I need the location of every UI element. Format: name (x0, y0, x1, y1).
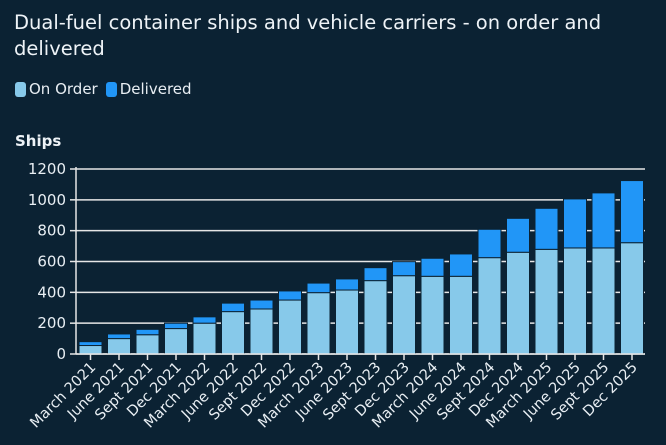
bar-delivered (306, 282, 331, 294)
bar-on-order (420, 275, 445, 355)
legend-label-delivered: Delivered (119, 80, 192, 98)
bar-on-order (278, 299, 302, 355)
bar-on-order (164, 328, 188, 355)
bar-on-order (249, 308, 274, 355)
bar-delivered (449, 253, 473, 277)
bar-delivered (78, 341, 103, 347)
legend-label-on-order: On Order (29, 80, 98, 98)
y-tick-label: 0 (56, 345, 66, 363)
bar-on-order (107, 338, 131, 355)
bar-on-order (563, 247, 587, 355)
bar-on-order (135, 334, 160, 355)
y-tick-label: 600 (37, 253, 66, 271)
y-tick-label: 400 (37, 283, 66, 301)
legend-swatch-delivered (105, 81, 117, 97)
y-tick-label: 200 (37, 314, 66, 332)
bar-delivered (192, 316, 217, 324)
y-axis-label: Ships (15, 132, 62, 150)
bar-on-order (591, 247, 616, 355)
bar-delivered (534, 207, 559, 250)
legend-swatch-on-order (15, 81, 26, 97)
bar-delivered (363, 267, 388, 282)
bar-delivered (164, 322, 188, 330)
bar-on-order (221, 311, 245, 355)
bar-on-order (78, 345, 103, 355)
bar-on-order (477, 257, 502, 355)
y-tick-label: 1200 (28, 160, 66, 178)
bar-on-order (363, 280, 388, 355)
bar-on-order (449, 275, 473, 355)
y-tick-label: 1000 (28, 191, 66, 209)
bar-delivered (249, 299, 274, 310)
y-tick-label: 800 (37, 222, 66, 240)
legend: On Order Delivered (15, 80, 200, 98)
bar-on-order (506, 251, 530, 355)
bar-delivered (135, 328, 160, 336)
bar-delivered (591, 192, 616, 249)
bar-delivered (107, 333, 131, 340)
bar-on-order (335, 289, 359, 355)
bar-delivered (477, 228, 502, 259)
legend-item-delivered[interactable]: Delivered (105, 80, 192, 98)
legend-item-on-order[interactable]: On Order (15, 80, 98, 98)
bar-on-order (620, 242, 644, 355)
bar-on-order (306, 292, 331, 355)
bar-delivered (392, 261, 416, 277)
bar-delivered (563, 198, 587, 249)
bar-delivered (221, 302, 245, 313)
bar-delivered (278, 290, 302, 301)
bar-delivered (620, 180, 644, 244)
bar-on-order (192, 322, 217, 355)
bar-delivered (506, 217, 530, 253)
bar-delivered (335, 278, 359, 291)
chart-title: Dual-fuel container ships and vehicle ca… (14, 11, 602, 60)
bar-on-order (534, 248, 559, 355)
bar-delivered (420, 257, 445, 277)
bar-on-order (392, 275, 416, 355)
